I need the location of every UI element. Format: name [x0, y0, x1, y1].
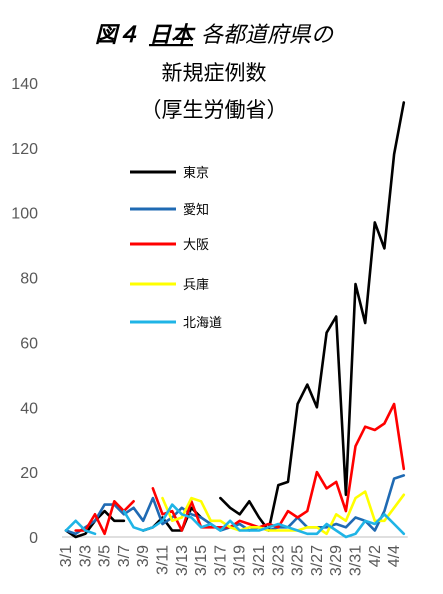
chart-title-line1: 図４ 日本 各都道府県の: [95, 23, 335, 48]
x-tick-label: 4/4: [386, 545, 403, 567]
y-tick-label: 100: [11, 206, 38, 223]
x-tick-label: 3/23: [270, 545, 287, 576]
x-tick-label: 3/3: [77, 545, 94, 567]
y-tick-label: 120: [11, 141, 38, 158]
series-3: [161, 490, 406, 536]
x-tick-label: 3/29: [328, 545, 345, 576]
series-line: [161, 490, 406, 536]
x-tick-label: 3/31: [348, 545, 365, 576]
chart-title-line3: （厚生労働省）: [141, 98, 288, 122]
series-line: [219, 101, 406, 532]
legend-label: 北海道: [183, 316, 222, 331]
series-line: [64, 519, 97, 536]
x-tick-label: 3/13: [174, 545, 191, 576]
series-4: [64, 503, 406, 539]
y-tick-label: 140: [11, 76, 38, 93]
x-tick-label: 3/9: [135, 545, 152, 567]
chart-title-line2: 新規症例数: [162, 61, 267, 85]
y-tick-label: 0: [29, 530, 38, 547]
x-tick-label: 3/19: [232, 545, 249, 576]
x-tick-label: 3/7: [116, 545, 133, 567]
x-tick-label: 3/15: [193, 545, 210, 576]
legend-label: 東京: [183, 165, 209, 181]
legend-label: 大阪: [183, 238, 209, 253]
y-tick-label: 20: [20, 465, 38, 482]
x-tick-label: 3/1: [58, 545, 75, 567]
x-tick-label: 3/25: [290, 545, 307, 576]
y-tick-label: 60: [20, 335, 38, 352]
series-0: [64, 101, 406, 539]
y-tick-label: 40: [20, 400, 38, 417]
series-line: [151, 402, 406, 532]
series-group: [64, 101, 406, 539]
x-tick-label: 3/17: [212, 545, 229, 576]
x-tick-label: 3/11: [155, 545, 172, 575]
y-axis: 0 20 40 60 80 100 120 140: [11, 76, 38, 547]
y-tick-label: 80: [20, 271, 38, 288]
x-axis: 3/1 3/3 3/5 3/7 3/9 3/11 3/13 3/15 3/17 3/19 3/21 3…: [58, 536, 408, 576]
series-line: [122, 503, 406, 539]
x-tick-label: 3/21: [251, 545, 268, 576]
x-tick-label: 3/5: [97, 545, 114, 567]
legend-label: 愛知: [183, 202, 209, 218]
x-tick-label: 3/27: [309, 545, 326, 576]
x-tick-label: 4/2: [367, 545, 384, 567]
legend-label: 兵庫: [183, 278, 209, 293]
